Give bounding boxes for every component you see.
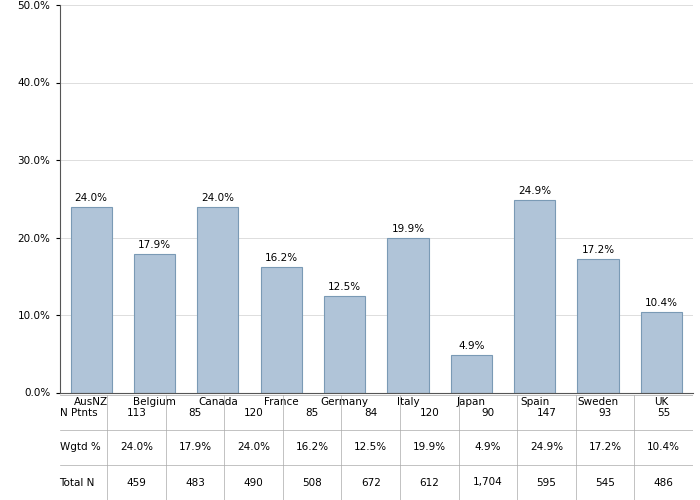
Text: 24.0%: 24.0%: [75, 192, 108, 202]
Bar: [387, 238, 428, 392]
Text: 17.2%: 17.2%: [582, 246, 615, 256]
Text: 1,704: 1,704: [473, 478, 503, 488]
Bar: [197, 206, 239, 392]
Bar: [640, 312, 682, 392]
Text: 486: 486: [654, 478, 673, 488]
Text: 120: 120: [419, 408, 439, 418]
Text: 10.4%: 10.4%: [648, 442, 680, 452]
Text: 85: 85: [188, 408, 202, 418]
Text: Total N: Total N: [60, 478, 95, 488]
Text: 16.2%: 16.2%: [295, 442, 329, 452]
Bar: [578, 259, 619, 392]
Text: 10.4%: 10.4%: [645, 298, 678, 308]
Text: 24.0%: 24.0%: [202, 192, 235, 202]
Text: 19.9%: 19.9%: [391, 224, 424, 234]
Text: Wgtd %: Wgtd %: [60, 442, 100, 452]
Bar: [451, 354, 492, 393]
Text: N Ptnts: N Ptnts: [60, 408, 97, 418]
Text: 93: 93: [598, 408, 612, 418]
Text: 12.5%: 12.5%: [328, 282, 361, 292]
Bar: [71, 206, 112, 392]
Text: 17.9%: 17.9%: [138, 240, 171, 250]
Text: 12.5%: 12.5%: [354, 442, 387, 452]
Text: 490: 490: [244, 478, 263, 488]
Text: 24.9%: 24.9%: [530, 442, 563, 452]
Bar: [514, 200, 555, 392]
Text: 84: 84: [364, 408, 377, 418]
Text: 672: 672: [360, 478, 381, 488]
Text: 24.0%: 24.0%: [237, 442, 270, 452]
Text: 147: 147: [537, 408, 556, 418]
Text: 595: 595: [537, 478, 556, 488]
Text: 90: 90: [482, 408, 494, 418]
Text: 17.9%: 17.9%: [178, 442, 211, 452]
Text: 19.9%: 19.9%: [413, 442, 446, 452]
Text: 4.9%: 4.9%: [458, 340, 484, 350]
Text: 612: 612: [419, 478, 439, 488]
Text: 483: 483: [185, 478, 205, 488]
Text: 4.9%: 4.9%: [475, 442, 501, 452]
Text: 24.9%: 24.9%: [518, 186, 551, 196]
Text: 120: 120: [244, 408, 263, 418]
Text: 16.2%: 16.2%: [265, 253, 298, 263]
Text: 17.2%: 17.2%: [589, 442, 622, 452]
Text: 55: 55: [657, 408, 671, 418]
Text: 545: 545: [595, 478, 615, 488]
Bar: [260, 267, 302, 392]
Text: 24.0%: 24.0%: [120, 442, 153, 452]
Text: 459: 459: [127, 478, 146, 488]
Text: 113: 113: [127, 408, 146, 418]
Text: 85: 85: [305, 408, 318, 418]
Bar: [134, 254, 175, 392]
Bar: [324, 296, 365, 392]
Text: 508: 508: [302, 478, 322, 488]
